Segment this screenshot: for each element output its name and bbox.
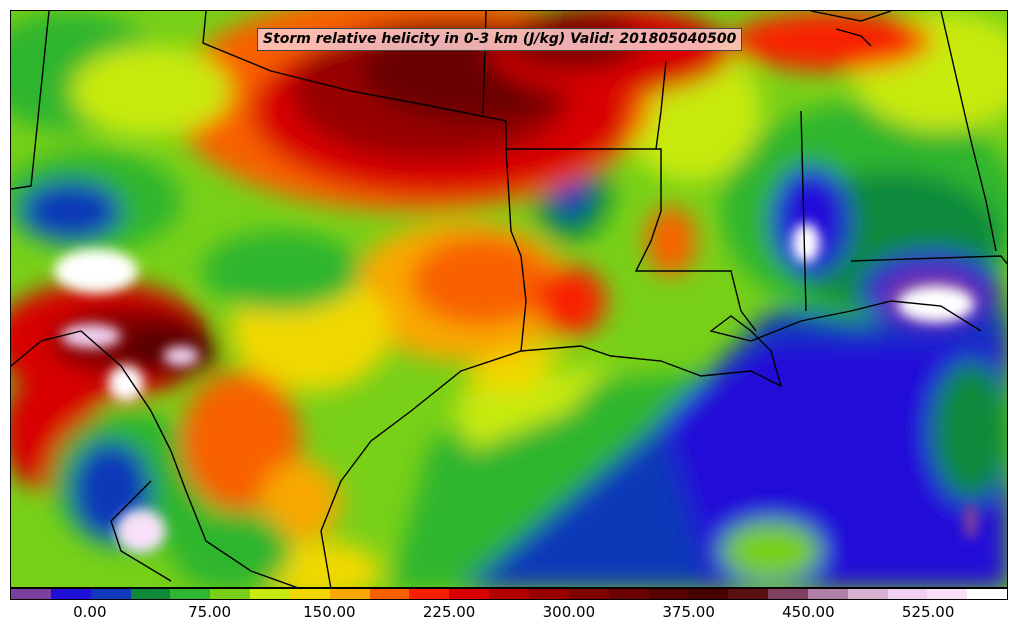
colorbar-swatch: [768, 589, 808, 599]
map-title: Storm relative helicity in 0-3 km (J/kg)…: [257, 28, 743, 51]
colorbar-swatch: [688, 589, 729, 599]
colorbar-tick-label: 300.00: [542, 603, 596, 621]
colorbar-swatch: [568, 589, 609, 599]
colorbar-tick-label: 75.00: [188, 603, 232, 621]
colorbar-swatch: [728, 589, 769, 599]
colorbar-tick-label: 0.00: [73, 603, 107, 621]
colorbar-swatch: [50, 589, 91, 599]
colorbar-swatch: [608, 589, 649, 599]
colorbar-tick-label: 450.00: [782, 603, 835, 621]
colorbar-swatch: [927, 589, 968, 599]
colorbar-swatch: [847, 589, 888, 599]
colorbar: [10, 588, 1008, 600]
colorbar-tick-label: 150.00: [303, 603, 356, 621]
colorbar-swatch: [648, 589, 689, 599]
colorbar-swatch: [887, 589, 928, 599]
colorbar-swatch: [409, 589, 450, 599]
colorbar-swatch: [250, 589, 290, 599]
helicity-map: Storm relative helicity in 0-3 km (J/kg)…: [10, 10, 1008, 588]
colorbar-tick-label: 225.00: [422, 603, 476, 621]
field-peaks: [54, 223, 979, 553]
map-field: [11, 11, 1007, 587]
colorbar-swatch: [90, 589, 131, 599]
colorbar-swatch: [289, 589, 330, 599]
colorbar-swatch: [210, 589, 251, 599]
colorbar-swatch: [528, 589, 569, 599]
colorbar-swatch: [807, 589, 848, 599]
colorbar-tick-label: 525.00: [901, 603, 955, 621]
colorbar-swatch: [170, 589, 211, 599]
colorbar-swatch: [369, 589, 410, 599]
colorbar-swatch: [489, 589, 529, 599]
field-blobs: [11, 11, 1007, 587]
colorbar-swatch: [449, 589, 490, 599]
colorbar-swatch: [130, 589, 171, 599]
colorbar-tick-label: 375.00: [662, 603, 715, 621]
colorbar-tick-labels: 0.00 75.00 150.00 225.00 300.00 375.00 450.00 5…: [10, 603, 1008, 623]
state-boundaries: [11, 11, 1007, 587]
colorbar-swatch: [329, 589, 370, 599]
colorbar-swatch: [11, 589, 51, 599]
colorbar-swatch: [967, 589, 1008, 599]
